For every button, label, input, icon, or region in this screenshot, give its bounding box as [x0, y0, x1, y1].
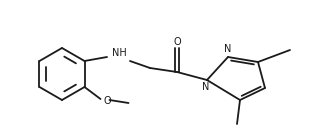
Text: N: N	[224, 44, 232, 54]
Text: O: O	[104, 96, 111, 106]
Text: N: N	[202, 82, 210, 92]
Text: NH: NH	[112, 48, 127, 58]
Text: O: O	[173, 37, 181, 47]
